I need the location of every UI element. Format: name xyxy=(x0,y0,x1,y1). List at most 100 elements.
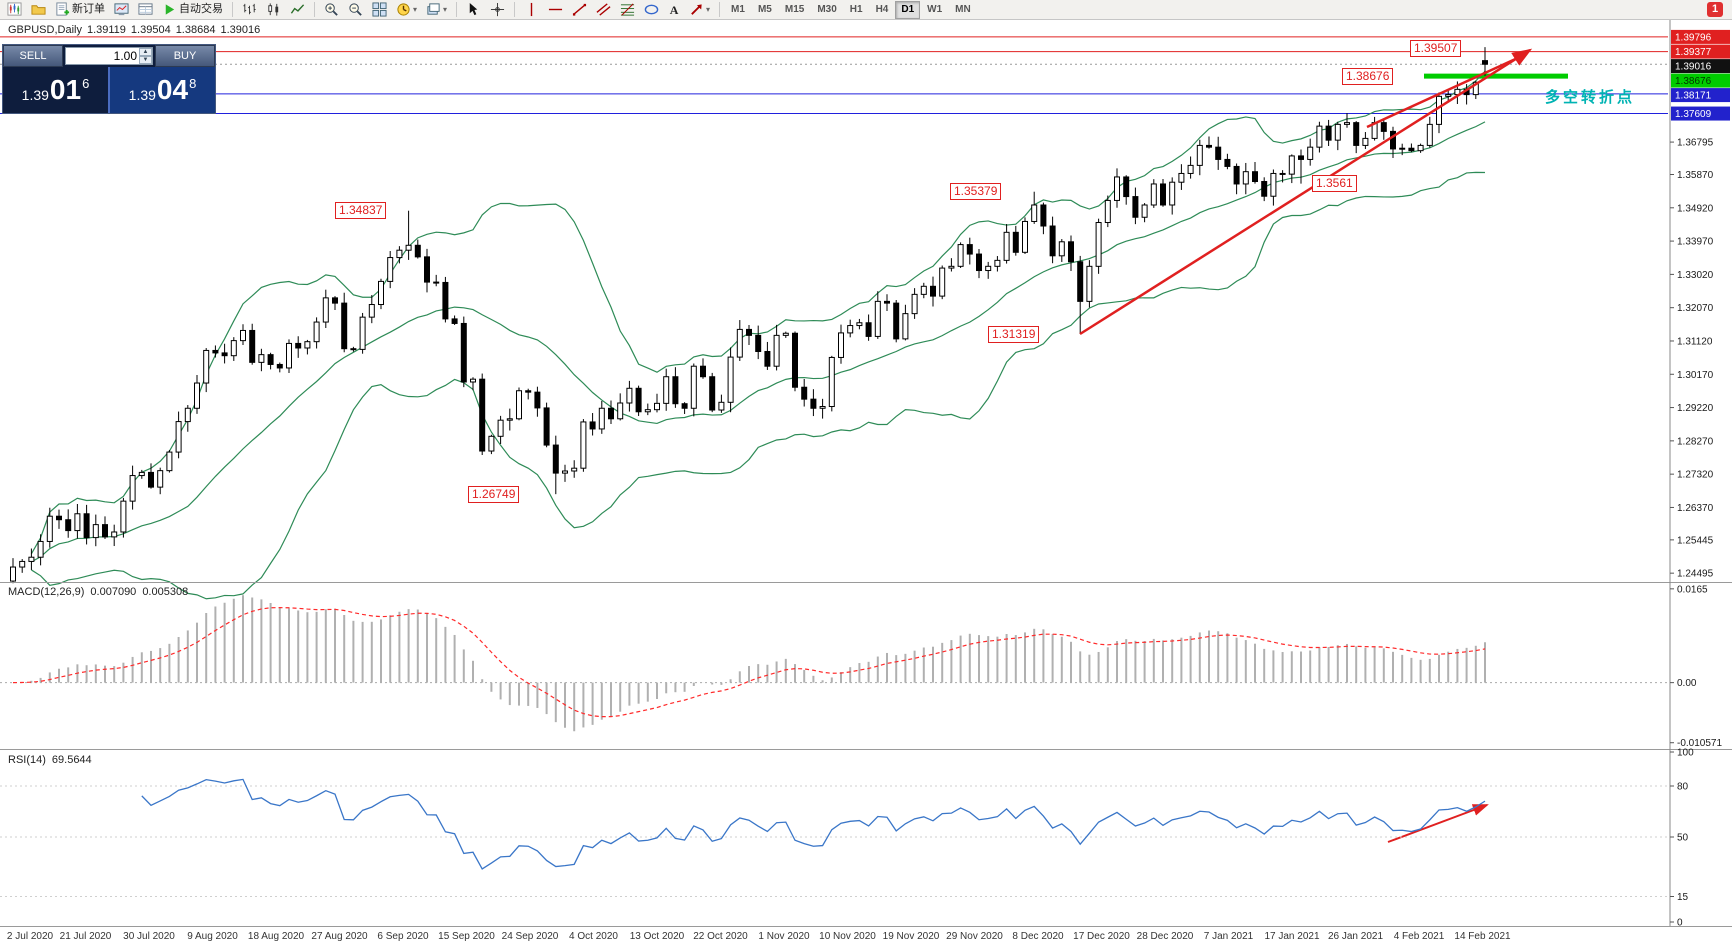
buy-price-big: 04 xyxy=(156,74,189,105)
svg-text:27 Aug 2020: 27 Aug 2020 xyxy=(311,931,368,942)
candlesticks xyxy=(10,47,1488,584)
zoom-in-button[interactable] xyxy=(320,1,343,19)
macd-main-value: 0.007090 xyxy=(90,586,137,598)
svg-text:1.31120: 1.31120 xyxy=(1677,336,1713,347)
price-level-lines[interactable] xyxy=(0,36,1668,115)
price-annotation[interactable]: 1.26749 xyxy=(468,486,520,503)
buy-price-pip: 8 xyxy=(189,75,197,91)
macd-panel xyxy=(0,595,1668,732)
fibonacci-button[interactable] xyxy=(616,1,639,19)
svg-text:4 Oct 2020: 4 Oct 2020 xyxy=(569,931,618,942)
tile-windows-button[interactable] xyxy=(368,1,391,19)
price-annotation[interactable]: 1.35379 xyxy=(950,183,1002,200)
vertical-line-button[interactable] xyxy=(520,1,543,19)
crosshair-icon xyxy=(490,2,505,17)
price-annotation[interactable]: 1.31319 xyxy=(988,326,1040,343)
clock-icon xyxy=(397,3,410,16)
horizontal-line-button[interactable] xyxy=(544,1,567,19)
notification-badge[interactable]: 1 xyxy=(1707,2,1723,17)
high-value: 1.39504 xyxy=(130,24,171,36)
svg-text:14 Feb 2021: 14 Feb 2021 xyxy=(1454,931,1511,942)
new-order-icon xyxy=(56,2,70,16)
profiles-button[interactable] xyxy=(27,1,50,19)
svg-text:1.25445: 1.25445 xyxy=(1677,535,1714,546)
text-tool-button[interactable]: A xyxy=(664,1,684,19)
arrows-tool-button[interactable]: ▾ xyxy=(685,1,714,19)
crosshair-button[interactable] xyxy=(486,1,509,19)
svg-text:2 Jul 2020: 2 Jul 2020 xyxy=(7,931,54,942)
svg-text:19 Nov 2020: 19 Nov 2020 xyxy=(883,931,940,942)
cursor-button[interactable] xyxy=(462,1,485,19)
profiles-folder-icon xyxy=(31,5,46,15)
sell-price-pip: 6 xyxy=(82,75,90,91)
svg-text:1.30170: 1.30170 xyxy=(1677,370,1714,381)
chart-canvas[interactable]: 1.36795 1.35870 1.34920 1.33970 1.33020 1.320… xyxy=(0,20,1732,942)
volume-down-button[interactable]: ▼ xyxy=(139,56,152,64)
candlestick-chart-button[interactable] xyxy=(262,1,285,19)
price-annotation[interactable]: 1.34837 xyxy=(335,202,387,219)
autotrading-label: 自动交易 xyxy=(179,3,223,15)
dropdown-arrow-icon: ▾ xyxy=(413,4,418,14)
buy-button[interactable]: BUY xyxy=(155,45,215,67)
bar-chart-button[interactable] xyxy=(238,1,261,19)
svg-text:1.34920: 1.34920 xyxy=(1677,203,1714,214)
toolbar-separator xyxy=(232,2,233,17)
timeframe-button-m5[interactable]: M5 xyxy=(752,1,778,19)
new-order-button[interactable]: 新订单 xyxy=(51,1,109,19)
price-annotation[interactable]: 1.3561 xyxy=(1312,175,1357,192)
svg-text:6 Sep 2020: 6 Sep 2020 xyxy=(377,931,429,942)
sell-price[interactable]: 1.39 01 6 xyxy=(3,67,108,113)
market-watch-button[interactable] xyxy=(110,1,133,19)
line-chart-button[interactable] xyxy=(286,1,309,19)
low-value: 1.38684 xyxy=(175,24,216,36)
market-watch-icon xyxy=(114,3,129,16)
price-annotation[interactable]: 1.39507 xyxy=(1410,40,1462,57)
volume-up-button[interactable]: ▲ xyxy=(139,48,152,56)
buy-price[interactable]: 1.39 04 8 xyxy=(108,67,215,113)
channel-button[interactable] xyxy=(592,1,615,19)
zoom-out-button[interactable] xyxy=(344,1,367,19)
toolbar-separator xyxy=(314,2,315,17)
rsi-panel xyxy=(0,778,1668,897)
horizontal-line-icon xyxy=(548,8,563,11)
svg-text:26 Jan 2021: 26 Jan 2021 xyxy=(1328,931,1383,942)
svg-text:15: 15 xyxy=(1677,892,1689,903)
volume-input[interactable] xyxy=(66,48,139,64)
svg-text:1.39377: 1.39377 xyxy=(1675,47,1712,58)
timeframe-button-d1[interactable]: D1 xyxy=(895,0,921,19)
templates-button[interactable]: ▾ xyxy=(422,1,451,19)
shapes-button[interactable] xyxy=(640,1,663,19)
rsi-indicator-label: RSI(14) 69.5644 xyxy=(8,754,98,766)
new-chart-button[interactable] xyxy=(3,1,26,19)
panel-separators[interactable] xyxy=(0,20,1732,927)
svg-text:1.24495: 1.24495 xyxy=(1677,569,1714,580)
timeframe-button-m15[interactable]: M15 xyxy=(779,1,810,19)
price-annotation[interactable]: 1.38676 xyxy=(1342,68,1394,85)
svg-text:18 Aug 2020: 18 Aug 2020 xyxy=(248,931,305,942)
trendline-button[interactable] xyxy=(568,1,591,19)
turning-point-note[interactable]: 多空转折点 xyxy=(1545,89,1636,106)
svg-text:28 Dec 2020: 28 Dec 2020 xyxy=(1137,931,1194,942)
timeframe-button-w1[interactable]: W1 xyxy=(921,1,948,19)
autotrading-play-icon xyxy=(165,4,175,15)
data-window-button[interactable] xyxy=(134,1,157,19)
periods-button[interactable]: ▾ xyxy=(392,1,421,19)
autotrading-button[interactable]: 自动交易 xyxy=(158,1,227,19)
timeframe-button-mn[interactable]: MN xyxy=(949,1,977,19)
trend-arrows[interactable] xyxy=(1079,48,1533,843)
price-tags: 1.39796 1.39377 1.39016 1.38676 1.38171 1.376… xyxy=(1671,29,1730,121)
timeframe-button-m1[interactable]: M1 xyxy=(725,1,751,19)
sell-button[interactable]: SELL xyxy=(3,45,63,67)
timeframe-button-h4[interactable]: H4 xyxy=(870,1,895,19)
candlestick-chart-icon xyxy=(268,3,279,16)
close-value: 1.39016 xyxy=(220,24,261,36)
svg-text:1.26370: 1.26370 xyxy=(1677,503,1714,514)
toolbar-separator xyxy=(719,2,721,17)
symbol-period-label: GBPUSD,Daily xyxy=(8,24,82,36)
timeframe-button-m30[interactable]: M30 xyxy=(811,1,842,19)
zoom-out-icon xyxy=(349,3,362,16)
arrow-tool-icon xyxy=(691,4,702,15)
svg-text:17 Jan 2021: 17 Jan 2021 xyxy=(1264,931,1319,942)
timeframe-group: M1 M5 M15 M30 H1 H4 D1 W1 MN xyxy=(725,0,977,19)
timeframe-button-h1[interactable]: H1 xyxy=(844,1,869,19)
